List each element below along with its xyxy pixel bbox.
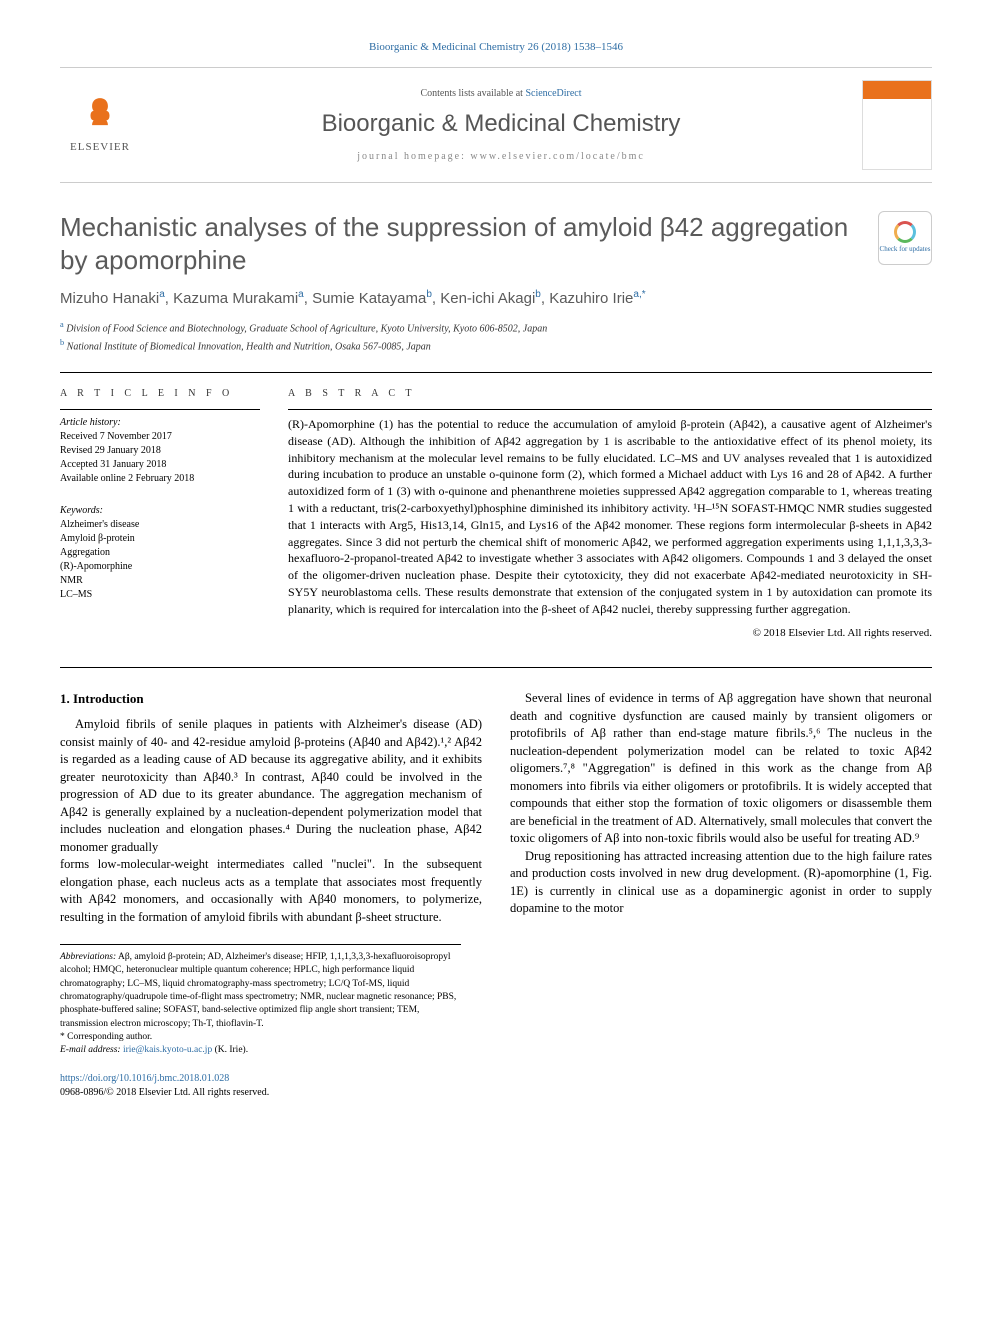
title-row: Mechanistic analyses of the suppression … — [60, 211, 932, 276]
article-title: Mechanistic analyses of the suppression … — [60, 211, 866, 276]
abbreviations-line: Abbreviations: Aβ, amyloid β-protein; AD… — [60, 951, 461, 1031]
keyword: (R)-Apomorphine — [60, 560, 260, 574]
aff-sup: a — [60, 320, 64, 329]
abbrev-text: Aβ, amyloid β-protein; AD, Alzheimer's d… — [60, 952, 456, 1028]
body-two-column: 1. Introduction Amyloid fibrils of senil… — [60, 690, 932, 926]
corr-label: Corresponding author. — [67, 1032, 152, 1042]
email-name: (K. Irie). — [215, 1045, 249, 1055]
header-citation: Bioorganic & Medicinal Chemistry 26 (201… — [60, 40, 932, 55]
history-line: Accepted 31 January 2018 — [60, 458, 260, 472]
author: Sumie Katayama — [312, 290, 426, 307]
body-paragraph: Drug repositioning has attracted increas… — [510, 848, 932, 918]
affiliation: a Division of Food Science and Biotechno… — [60, 319, 932, 336]
sciencedirect-link[interactable]: ScienceDirect — [525, 88, 581, 99]
crossmark-icon — [894, 221, 916, 243]
aff-text: Division of Food Science and Biotechnolo… — [66, 324, 547, 335]
corr-marker: * — [60, 1032, 65, 1042]
aff-sup: b — [60, 338, 64, 347]
journal-homepage: journal homepage: www.elsevier.com/locat… — [140, 150, 862, 164]
affiliations: a Division of Food Science and Biotechno… — [60, 319, 932, 354]
article-info-head: A R T I C L E I N F O — [60, 387, 260, 401]
divider — [60, 667, 932, 668]
body-paragraph: Amyloid fibrils of senile plaques in pat… — [60, 716, 482, 856]
updates-label: Check for updates — [880, 245, 931, 255]
abbrev-label: Abbreviations: — [60, 952, 116, 962]
history-line: Received 7 November 2017 — [60, 430, 260, 444]
author: Mizuho Hanaki — [60, 290, 159, 307]
divider — [60, 372, 932, 373]
abstract-column: A B S T R A C T (R)-Apomorphine (1) has … — [288, 387, 932, 641]
section-heading: 1. Introduction — [60, 690, 482, 708]
footnotes: Abbreviations: Aβ, amyloid β-protein; AD… — [60, 944, 461, 1057]
footer: https://doi.org/10.1016/j.bmc.2018.01.02… — [60, 1072, 932, 1100]
corresponding-author-line: * Corresponding author. — [60, 1031, 461, 1044]
abstract-text: (R)-Apomorphine (1) has the potential to… — [288, 409, 932, 618]
contents-available-line: Contents lists available at ScienceDirec… — [140, 87, 862, 101]
section-number: 1. — [60, 691, 70, 706]
aff-text: National Institute of Biomedical Innovat… — [67, 341, 431, 352]
publisher-logo[interactable]: ELSEVIER — [60, 95, 140, 155]
email-label: E-mail address: — [60, 1045, 121, 1055]
email-line: E-mail address: irie@kais.kyoto-u.ac.jp … — [60, 1044, 461, 1057]
journal-masthead: ELSEVIER Contents lists available at Sci… — [60, 67, 932, 183]
homepage-url[interactable]: www.elsevier.com/locate/bmc — [470, 151, 644, 162]
author-aff-sup: a — [298, 289, 304, 300]
keywords-label: Keywords: — [60, 504, 260, 518]
history-line: Available online 2 February 2018 — [60, 472, 260, 486]
history-line: Revised 29 January 2018 — [60, 444, 260, 458]
journal-name: Bioorganic & Medicinal Chemistry — [140, 107, 862, 141]
doi-link[interactable]: https://doi.org/10.1016/j.bmc.2018.01.02… — [60, 1073, 229, 1084]
author-aff-sup: a,* — [633, 289, 645, 300]
abstract-copyright: © 2018 Elsevier Ltd. All rights reserved… — [288, 626, 932, 641]
author-aff-sup: a — [159, 289, 165, 300]
issn-copyright: 0968-0896/© 2018 Elsevier Ltd. All right… — [60, 1087, 269, 1098]
keyword: Amyloid β-protein — [60, 532, 260, 546]
history-label: Article history: — [60, 416, 260, 430]
journal-cover-thumbnail[interactable] — [862, 80, 932, 170]
publisher-name: ELSEVIER — [70, 140, 130, 155]
author: Kazuma Murakami — [173, 290, 298, 307]
masthead-center: Contents lists available at ScienceDirec… — [140, 87, 862, 165]
article-info-column: A R T I C L E I N F O Article history: R… — [60, 387, 260, 641]
check-updates-badge[interactable]: Check for updates — [878, 211, 932, 265]
affiliation: b National Institute of Biomedical Innov… — [60, 337, 932, 354]
article-history-block: Article history: Received 7 November 201… — [60, 409, 260, 486]
keyword: LC–MS — [60, 588, 260, 602]
section-title: Introduction — [73, 691, 144, 706]
body-paragraph: forms low-molecular-weight intermediates… — [60, 856, 482, 926]
email-link[interactable]: irie@kais.kyoto-u.ac.jp — [123, 1045, 212, 1055]
author-list: Mizuho Hanakia, Kazuma Murakamia, Sumie … — [60, 288, 932, 309]
author-aff-sup: b — [535, 289, 541, 300]
author-aff-sup: b — [426, 289, 432, 300]
keywords-block: Keywords: Alzheimer's disease Amyloid β-… — [60, 498, 260, 602]
homepage-prefix: journal homepage: — [357, 151, 470, 162]
info-abstract-row: A R T I C L E I N F O Article history: R… — [60, 387, 932, 641]
keyword: Aggregation — [60, 546, 260, 560]
contents-prefix: Contents lists available at — [420, 88, 525, 99]
keyword: NMR — [60, 574, 260, 588]
author: Ken-ichi Akagi — [440, 290, 535, 307]
abstract-head: A B S T R A C T — [288, 387, 932, 401]
body-paragraph: Several lines of evidence in terms of Aβ… — [510, 690, 932, 848]
keyword: Alzheimer's disease — [60, 518, 260, 532]
elsevier-tree-icon — [81, 95, 119, 140]
author: Kazuhiro Irie — [549, 290, 633, 307]
page-container: Bioorganic & Medicinal Chemistry 26 (201… — [0, 0, 992, 1140]
